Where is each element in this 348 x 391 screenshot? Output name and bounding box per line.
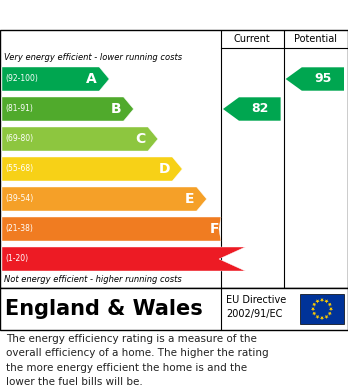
Polygon shape bbox=[2, 127, 158, 151]
Polygon shape bbox=[2, 67, 109, 91]
Text: (92-100): (92-100) bbox=[5, 75, 38, 84]
Polygon shape bbox=[328, 303, 332, 307]
Polygon shape bbox=[312, 312, 316, 316]
Text: (39-54): (39-54) bbox=[5, 194, 33, 203]
Text: (81-91): (81-91) bbox=[5, 104, 33, 113]
Polygon shape bbox=[324, 300, 329, 303]
Text: England & Wales: England & Wales bbox=[5, 299, 203, 319]
Text: C: C bbox=[136, 132, 146, 146]
Polygon shape bbox=[312, 303, 316, 307]
Text: Not energy efficient - higher running costs: Not energy efficient - higher running co… bbox=[4, 276, 182, 285]
Text: (69-80): (69-80) bbox=[5, 135, 33, 143]
Polygon shape bbox=[320, 316, 324, 320]
Text: 95: 95 bbox=[314, 72, 332, 86]
Polygon shape bbox=[311, 307, 315, 311]
Polygon shape bbox=[2, 217, 221, 241]
Text: B: B bbox=[111, 102, 121, 116]
Polygon shape bbox=[324, 315, 329, 319]
Polygon shape bbox=[223, 97, 280, 121]
Text: Very energy efficient - lower running costs: Very energy efficient - lower running co… bbox=[4, 54, 182, 63]
Bar bbox=[300, 294, 344, 324]
Polygon shape bbox=[2, 187, 207, 211]
Text: G: G bbox=[232, 252, 243, 266]
Polygon shape bbox=[286, 67, 344, 91]
Polygon shape bbox=[2, 247, 245, 271]
Text: D: D bbox=[159, 162, 170, 176]
Text: Energy Efficiency Rating: Energy Efficiency Rating bbox=[59, 6, 289, 24]
Text: 82: 82 bbox=[251, 102, 268, 115]
Polygon shape bbox=[2, 97, 134, 121]
Text: (55-68): (55-68) bbox=[5, 165, 33, 174]
Text: F: F bbox=[209, 222, 219, 236]
Polygon shape bbox=[2, 157, 182, 181]
Text: (21-38): (21-38) bbox=[5, 224, 33, 233]
Polygon shape bbox=[320, 298, 324, 302]
Text: Potential: Potential bbox=[294, 34, 337, 44]
Text: E: E bbox=[185, 192, 195, 206]
Text: Current: Current bbox=[234, 34, 271, 44]
Text: (1-20): (1-20) bbox=[5, 255, 28, 264]
Polygon shape bbox=[315, 315, 319, 319]
Polygon shape bbox=[328, 312, 332, 316]
Text: EU Directive
2002/91/EC: EU Directive 2002/91/EC bbox=[226, 295, 286, 319]
Text: A: A bbox=[86, 72, 97, 86]
Text: The energy efficiency rating is a measure of the
overall efficiency of a home. T: The energy efficiency rating is a measur… bbox=[6, 334, 269, 387]
Polygon shape bbox=[329, 307, 333, 311]
Polygon shape bbox=[315, 300, 319, 303]
